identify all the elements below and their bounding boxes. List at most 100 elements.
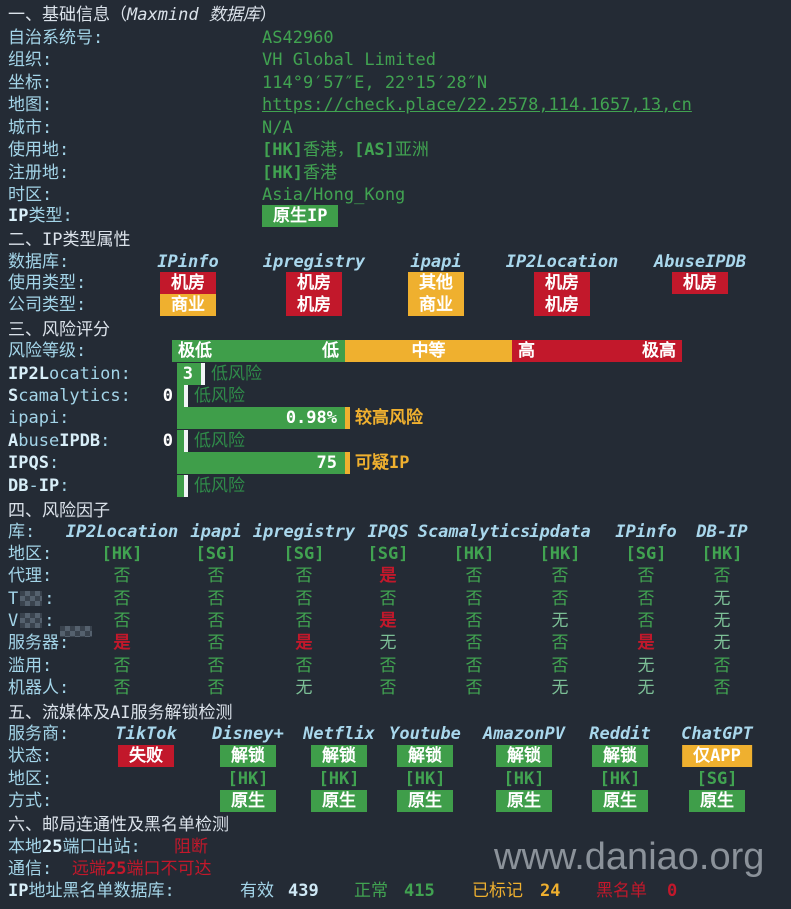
factors-cell: 否 [465, 678, 483, 698]
factors-cell: [HK] [101, 544, 143, 564]
factors-column-IP2Location: IP2Location [65, 522, 179, 542]
factors-column-ipapi: ipapi [190, 522, 242, 542]
media-method-row: 方式: 原生 原生 原生 原生 原生 原生 [0, 790, 791, 812]
media-column-Youtube: Youtube [389, 724, 461, 744]
risk-score-row: ipapi: 0.98% 较高风险 [0, 407, 791, 429]
factors-cell: 否 [551, 589, 569, 609]
basic-row-label: 坐标: [8, 73, 53, 93]
blacklist-stat-value: 0 [667, 881, 678, 901]
media-region-value: [HK] [404, 769, 446, 789]
media-method-badge: 原生 [689, 790, 745, 812]
factors-cell: 是 [113, 633, 131, 653]
factors-cell: 否 [207, 566, 225, 586]
media-status-badge: 失败 [118, 745, 174, 767]
risk-verdict: 低风险 [194, 476, 245, 496]
factors-cell: 否 [207, 656, 225, 676]
factors-column-ipregistry: ipregistry [252, 522, 356, 542]
map-link[interactable]: https://check.place/22.2578,114.1657,13,… [262, 95, 692, 115]
factors-cell: 否 [207, 678, 225, 698]
factors-cell: 否 [295, 566, 313, 586]
basic-row-value: 114°9′57″E, 22°15′28″N [262, 72, 487, 94]
iptype-badge: 商业 [408, 294, 464, 316]
risk-score-value: 0.98% [285, 408, 337, 428]
factors-cell: 否 [207, 611, 225, 631]
censor-mosaic [20, 591, 43, 606]
scale-text: 中等 [411, 341, 446, 361]
risk-score-row: IP2Location: 3 低风险 [0, 363, 791, 385]
media-status-label: 状态: [8, 746, 53, 766]
media-column-ChatGPT: ChatGPT [681, 724, 753, 744]
factors-header-row: 库: IP2Location ipapi ipregistry IPQS Scamalyt… [0, 521, 791, 543]
risk-bar-fill [177, 407, 345, 429]
risk-score-label: Scamalytics: [8, 386, 131, 406]
risk-bar-tick [345, 407, 350, 429]
factors-cell: 否 [113, 678, 131, 698]
factors-cell: 否 [637, 589, 655, 609]
basic-row: 地图: https://check.place/22.2578,114.1657,… [0, 94, 791, 116]
media-method-badge: 原生 [220, 790, 276, 812]
basic-row-value: Asia/Hong_Kong [262, 184, 405, 206]
risk-scale-row: 风险等级: 极低 低 中等 高 极高 [0, 340, 791, 362]
factors-cell: 否 [113, 566, 131, 586]
factors-column-Scamalytics: Scamalytics [417, 522, 531, 542]
value-part: 114°9′57″E, 22°15′28″N [262, 73, 488, 93]
factors-cell: [SG] [625, 544, 667, 564]
basic-row-label: 组织: [8, 50, 53, 70]
media-region-row: 地区: [HK] [HK] [HK] [HK] [HK] [SG] [0, 768, 791, 790]
risk-score-value: 75 [316, 453, 337, 473]
risk-bar-fill [177, 475, 184, 497]
factors-cell: 是 [637, 633, 655, 653]
risk-bar-fill [177, 430, 184, 452]
factors-cell: 否 [551, 633, 569, 653]
media-method-badge: 原生 [311, 790, 367, 812]
factors-row-label: 滥用: [8, 656, 53, 676]
factors-cell: 无 [551, 611, 569, 631]
factors-cell: 无 [713, 611, 731, 631]
watermark: www.daniao.org [494, 836, 765, 878]
risk-bar-fill [177, 363, 201, 385]
factors-row-label: 机器人: [8, 678, 70, 698]
risk-score-value: 0 [162, 386, 173, 406]
factors-row: 滥用: 否 否 否 否 否 否 无 否 [0, 655, 791, 677]
factors-column-ipdata: ipdata [529, 522, 591, 542]
factors-cell: 否 [113, 589, 131, 609]
media-region-value: [HK] [227, 769, 269, 789]
factors-cell: 否 [551, 566, 569, 586]
media-column-Reddit: Reddit [589, 724, 651, 744]
risk-score-row: AbuseIPDB: 0 低风险 [0, 430, 791, 452]
media-region-value: [HK] [599, 769, 641, 789]
blacklist-stat-value: 415 [404, 881, 435, 901]
iptype-column-IP2Location: IP2Location [505, 252, 619, 272]
iptype-badge: 机房 [672, 272, 728, 294]
media-method-badge: 原生 [397, 790, 453, 812]
risk-bar-tick [345, 452, 350, 474]
section-title-mail: 六、邮局连通性及黑名单检测 [8, 815, 229, 835]
title-prefix: 一、基础信息（ [8, 5, 127, 25]
risk-scale-segment: 极低 低 [172, 340, 345, 362]
factors-row: 服务器: 是 否 是 无 否 否 是 无 [0, 632, 791, 654]
blacklist-stat-name: 有效 [240, 881, 274, 901]
basic-row: 使用地: [HK]香港，[AS]亚洲 [0, 139, 791, 161]
media-region-label: 地区: [8, 769, 53, 789]
blacklist-stat-value: 24 [540, 881, 561, 901]
value-part: N/A [262, 118, 293, 138]
scale-text: 极高 [642, 341, 676, 361]
mail-port-value: 阻断 [174, 837, 208, 857]
iptype-column-ipregistry: ipregistry [262, 252, 366, 272]
basic-row-value: AS42960 [262, 27, 334, 49]
section-title-basic: 一、基础信息（Maxmind 数据库） [0, 4, 791, 26]
factors-cell: 是 [379, 566, 397, 586]
censor-mosaic [20, 613, 43, 628]
mail-blacklist-row: IP地址黑名单数据库: 有效 439 正常 415 已标记 24 黑名单 0 [0, 880, 791, 902]
factors-column-IPinfo: IPinfo [615, 522, 677, 542]
iptype-row: 使用类型: 机房 机房 其他 机房 机房 [0, 272, 791, 294]
factors-cell: 无 [637, 656, 655, 676]
section-title-risk-score: 三、风险评分 [8, 320, 110, 340]
factors-cell: 是 [379, 611, 397, 631]
factors-header-label: 库: [8, 522, 36, 542]
mail-port-row: 本地25端口出站: 阻断 [0, 836, 791, 858]
factors-cell: [SG] [283, 544, 325, 564]
media-status-row: 状态: 失败 解锁 解锁 解锁 解锁 解锁 仅APP [0, 745, 791, 767]
value-part: Asia/Hong_Kong [262, 185, 406, 205]
media-method-badge: 原生 [496, 790, 552, 812]
